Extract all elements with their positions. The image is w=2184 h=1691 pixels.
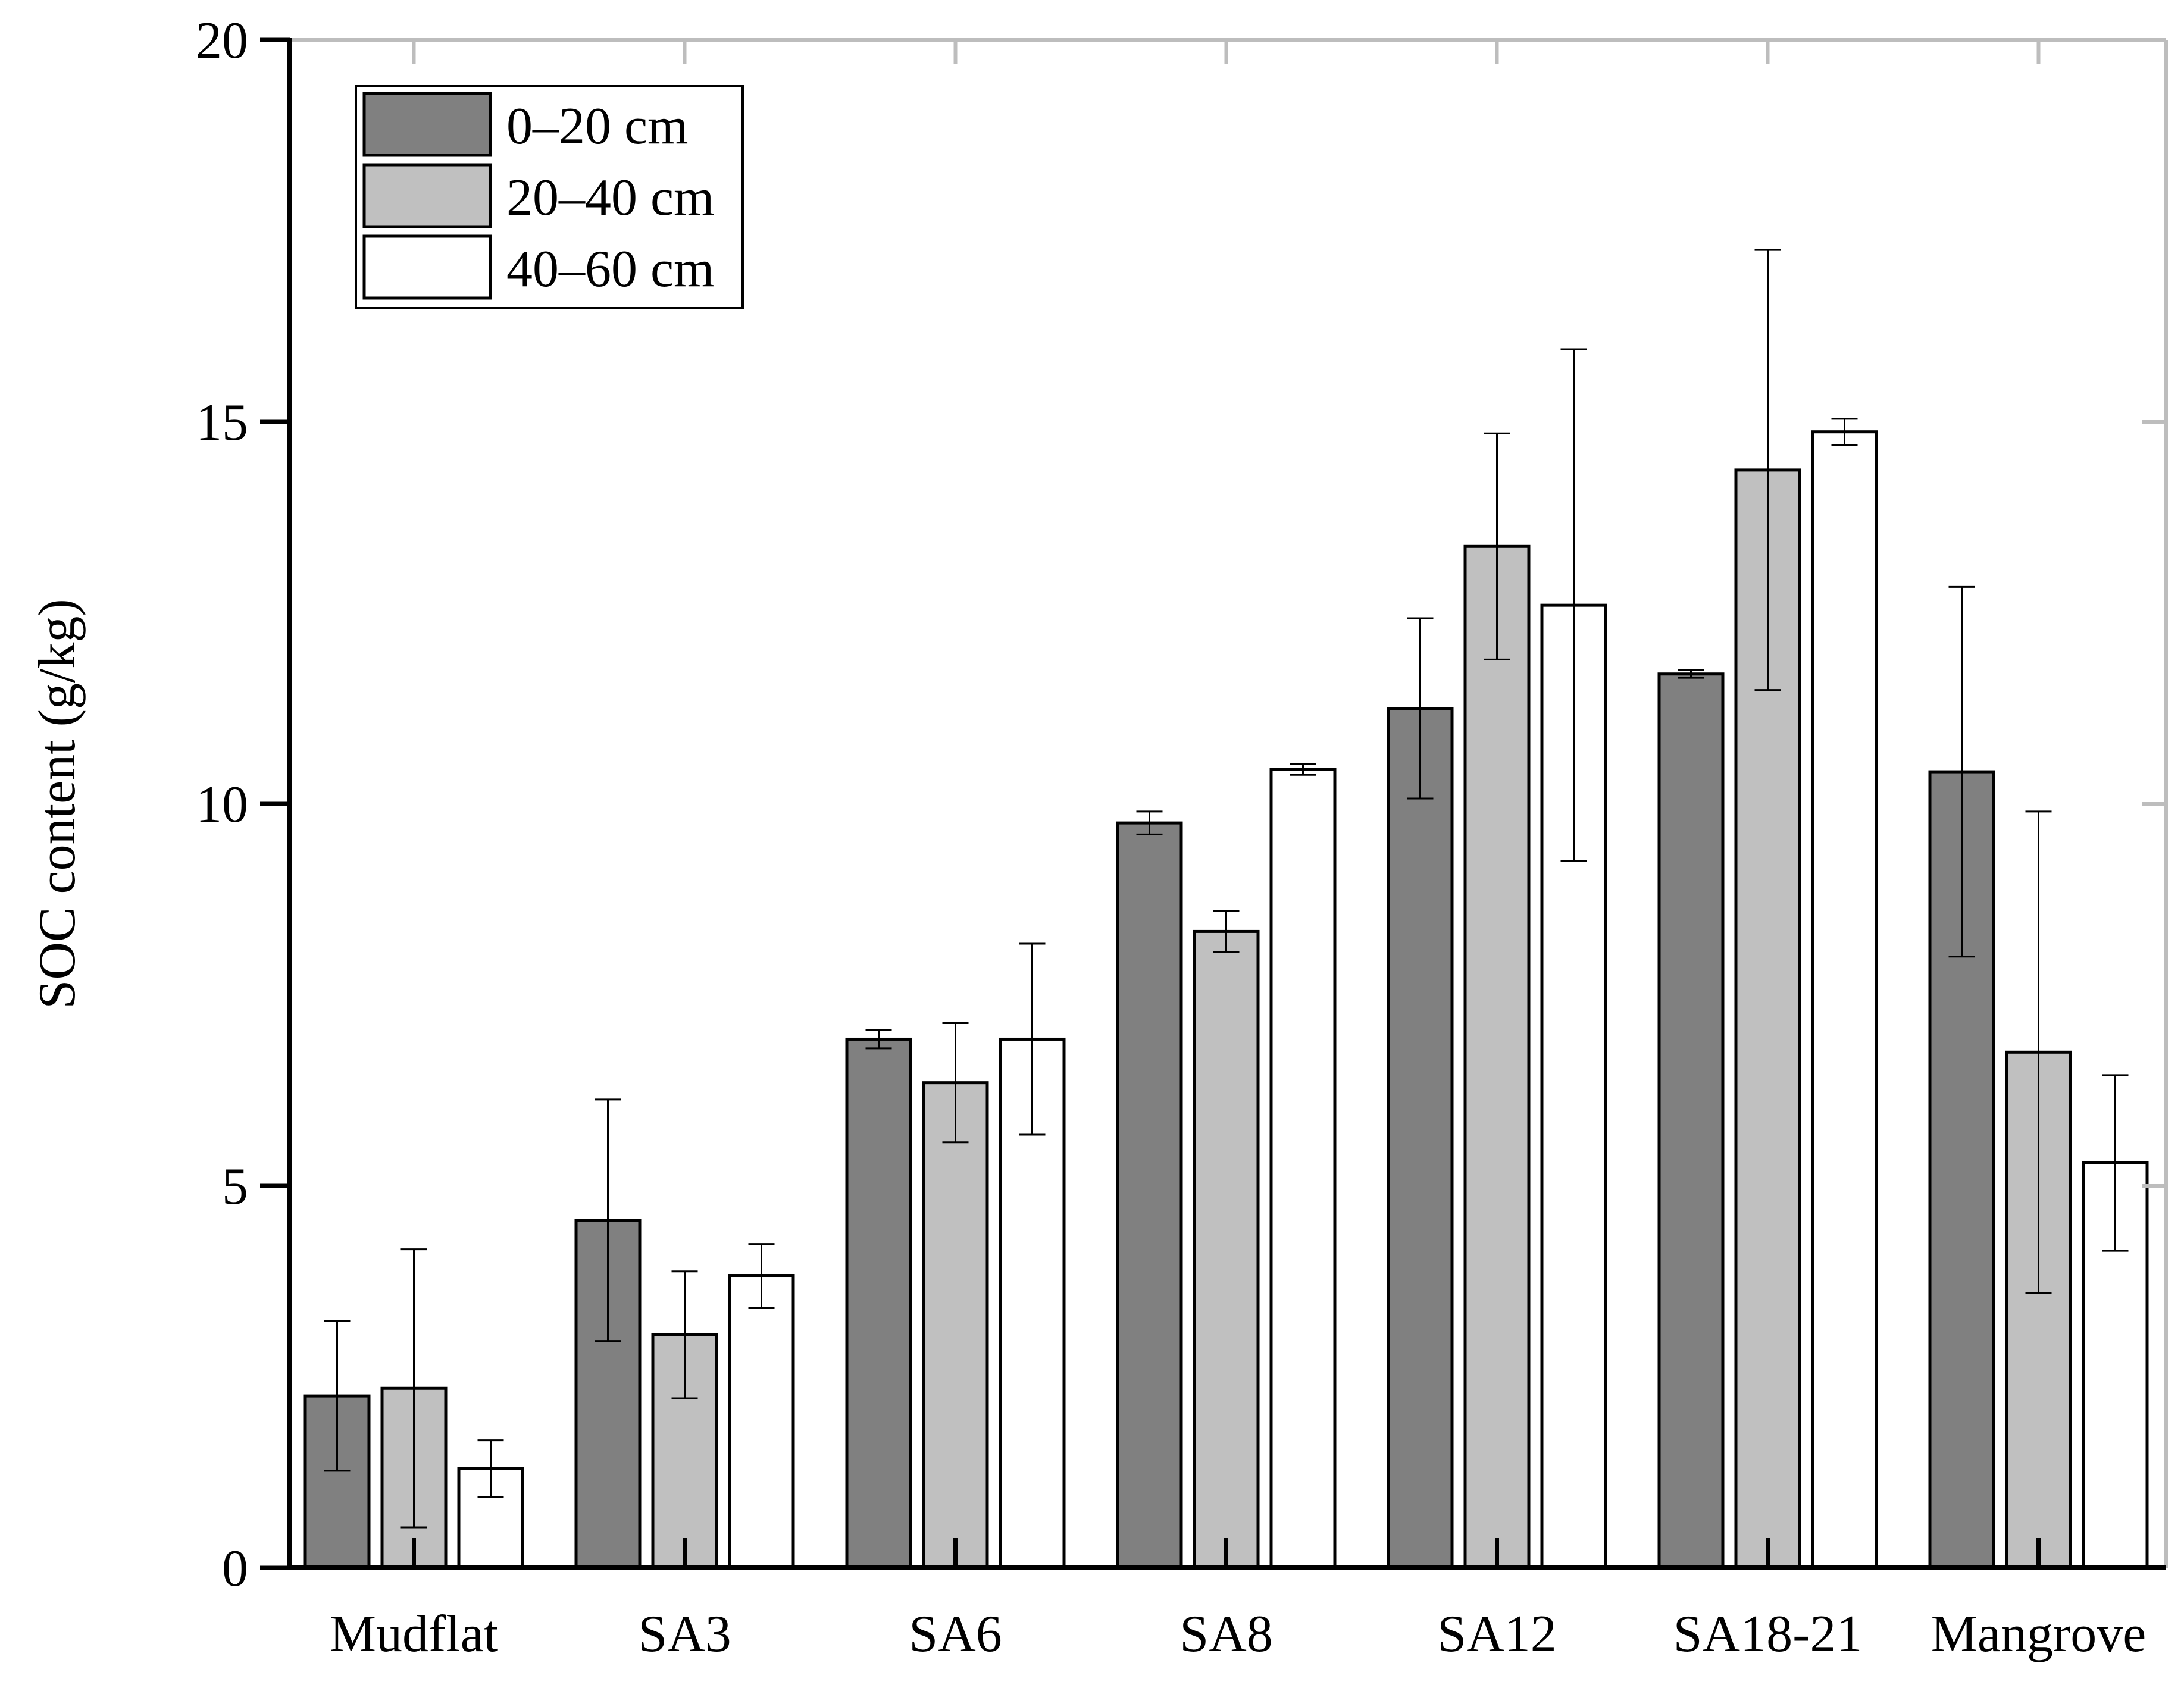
x-tick-label: SA12 bbox=[1437, 1605, 1557, 1663]
bar bbox=[728, 1274, 795, 1570]
legend-swatch bbox=[362, 92, 492, 157]
legend-swatch bbox=[362, 234, 492, 300]
y-axis-title: SOC content (g/kg) bbox=[29, 599, 86, 1009]
x-tick-label: SA8 bbox=[1179, 1605, 1273, 1663]
labels-layer: 0 5 10 15 20 Mudflat SA3 SA6 SA8 SA12 SA18-21 Mangr… bbox=[29, 12, 2146, 1663]
legend-swatch bbox=[362, 163, 492, 228]
bar bbox=[1193, 929, 1260, 1570]
bar bbox=[1811, 430, 1878, 1570]
bar bbox=[922, 1081, 989, 1570]
legend-label: 20–40 cm bbox=[506, 169, 715, 227]
bar bbox=[1463, 544, 1531, 1570]
legend-label: 40–60 cm bbox=[506, 240, 715, 298]
y-tick-label: 10 bbox=[196, 776, 248, 834]
bars-layer bbox=[303, 249, 2149, 1570]
bar bbox=[1116, 821, 1183, 1570]
x-tick-label: Mangrove bbox=[1931, 1605, 2147, 1663]
y-tick-label: 15 bbox=[196, 394, 248, 452]
legend: 0–20 cm 20–40 cm 40–60 cm bbox=[355, 85, 744, 309]
bar bbox=[1387, 707, 1454, 1570]
bar bbox=[845, 1037, 912, 1570]
x-tick-label: SA6 bbox=[909, 1605, 1002, 1663]
axes-layer bbox=[260, 37, 2168, 1570]
x-tick-label: Mudflat bbox=[330, 1605, 499, 1663]
y-tick-label: 5 bbox=[222, 1158, 248, 1216]
y-tick-label: 20 bbox=[196, 12, 248, 70]
legend-label: 0–20 cm bbox=[506, 98, 689, 155]
x-tick-label: SA3 bbox=[638, 1605, 731, 1663]
bar bbox=[1269, 768, 1337, 1570]
bar bbox=[1657, 672, 1725, 1570]
x-tick-label: SA18-21 bbox=[1673, 1605, 1863, 1663]
y-tick-label: 0 bbox=[222, 1540, 248, 1598]
